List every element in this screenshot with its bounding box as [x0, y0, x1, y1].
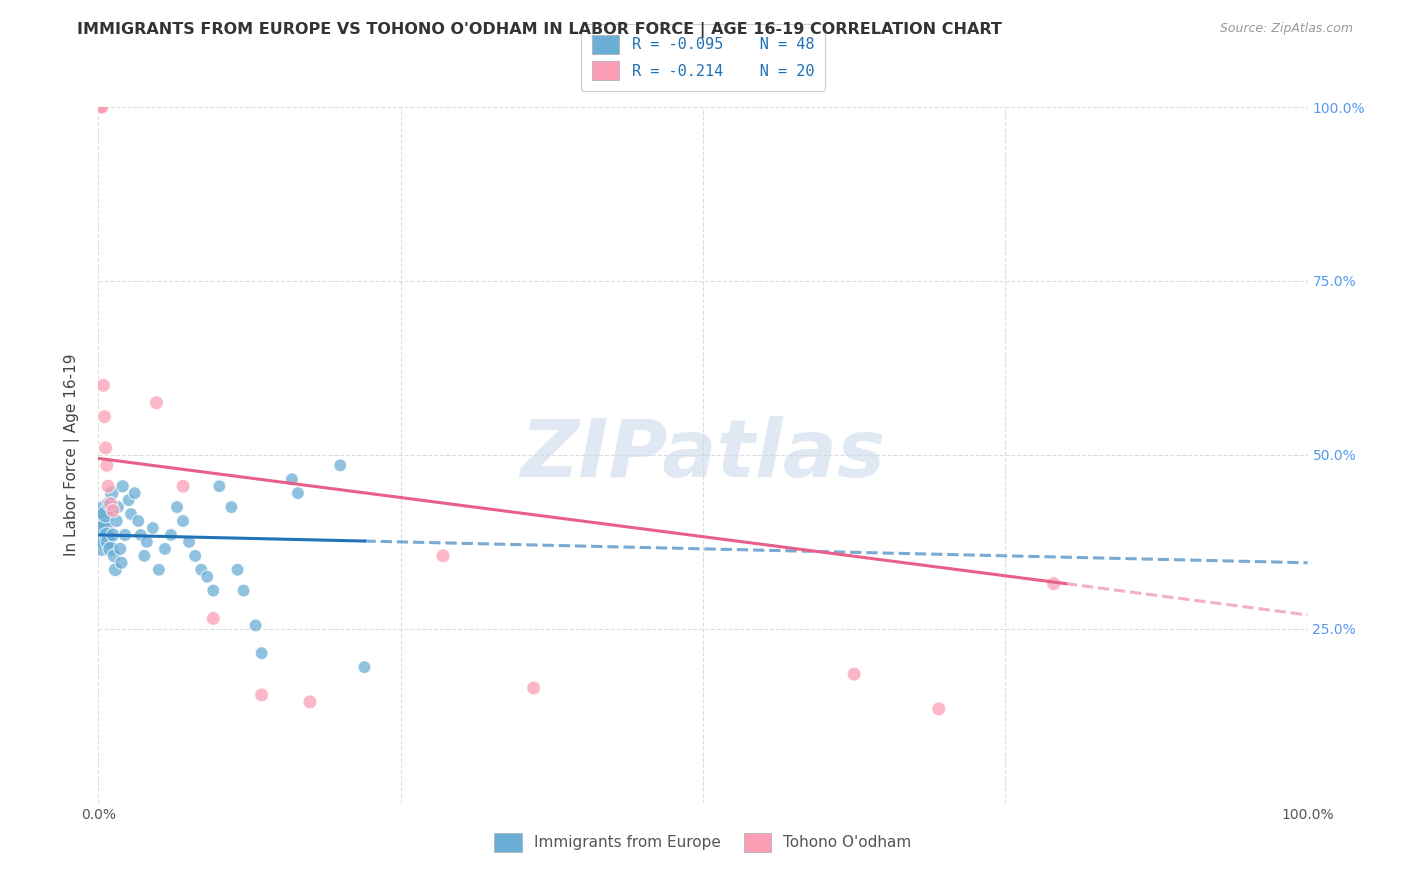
Point	[179, 534, 201, 549]
Point	[98, 497, 121, 511]
Point	[202, 583, 225, 598]
Point	[91, 503, 114, 517]
Point	[250, 646, 273, 660]
Point	[96, 458, 118, 473]
Point	[250, 688, 273, 702]
Point	[94, 507, 117, 521]
Point	[1042, 576, 1064, 591]
Point	[844, 667, 866, 681]
Point	[184, 549, 207, 563]
Point	[148, 563, 170, 577]
Point	[142, 521, 165, 535]
Point	[172, 479, 194, 493]
Point	[124, 486, 146, 500]
Point	[208, 479, 231, 493]
Point	[299, 695, 322, 709]
Point	[96, 528, 118, 542]
Point	[523, 681, 546, 695]
Point	[281, 472, 304, 486]
Point	[226, 563, 249, 577]
Point	[145, 396, 167, 410]
Point	[172, 514, 194, 528]
Point	[287, 486, 309, 500]
Point	[160, 528, 183, 542]
Point	[232, 583, 254, 598]
Point	[127, 514, 149, 528]
Point	[110, 556, 132, 570]
Point	[91, 510, 114, 524]
Text: IMMIGRANTS FROM EUROPE VS TOHONO O'ODHAM IN LABOR FORCE | AGE 16-19 CORRELATION : IMMIGRANTS FROM EUROPE VS TOHONO O'ODHAM…	[77, 22, 1002, 38]
Point	[107, 500, 129, 514]
Point	[221, 500, 243, 514]
Point	[100, 486, 122, 500]
Point	[101, 503, 124, 517]
Point	[100, 541, 122, 556]
Point	[91, 378, 114, 392]
Point	[103, 549, 125, 563]
Point	[135, 534, 157, 549]
Point	[90, 528, 112, 542]
Point	[118, 493, 141, 508]
Point	[353, 660, 375, 674]
Text: Source: ZipAtlas.com: Source: ZipAtlas.com	[1219, 22, 1353, 36]
Point	[94, 441, 117, 455]
Point	[134, 549, 156, 563]
Point	[97, 479, 120, 493]
Text: ZIPatlas: ZIPatlas	[520, 416, 886, 494]
Point	[153, 541, 176, 556]
Point	[89, 100, 111, 114]
Point	[195, 570, 218, 584]
Point	[108, 541, 131, 556]
Point	[190, 563, 212, 577]
Point	[90, 100, 112, 114]
Point	[245, 618, 267, 632]
Point	[91, 100, 114, 114]
Point	[93, 409, 115, 424]
Point	[166, 500, 188, 514]
Point	[120, 507, 142, 521]
Point	[329, 458, 352, 473]
Point	[97, 534, 120, 549]
Y-axis label: In Labor Force | Age 16-19: In Labor Force | Age 16-19	[63, 353, 80, 557]
Point	[114, 528, 136, 542]
Point	[91, 538, 114, 552]
Point	[129, 528, 152, 542]
Point	[432, 549, 454, 563]
Point	[101, 528, 124, 542]
Point	[111, 479, 134, 493]
Point	[100, 497, 122, 511]
Legend: Immigrants from Europe, Tohono O'odham: Immigrants from Europe, Tohono O'odham	[488, 827, 918, 858]
Point	[202, 611, 225, 625]
Point	[928, 702, 950, 716]
Point	[105, 514, 128, 528]
Point	[104, 563, 127, 577]
Point	[93, 521, 115, 535]
